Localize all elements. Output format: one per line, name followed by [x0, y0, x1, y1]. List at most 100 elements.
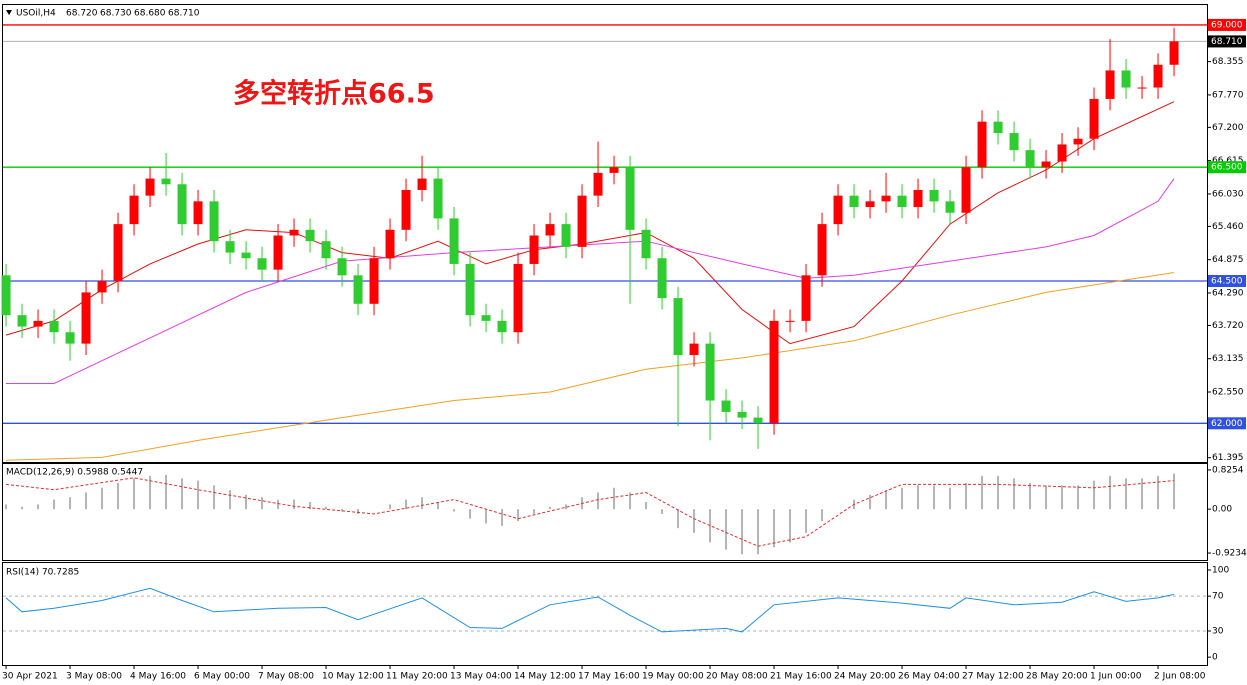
- candle-body: [865, 201, 875, 208]
- candle-body: [961, 167, 971, 213]
- y-tick-label: 0.8254: [1212, 465, 1244, 475]
- y-tick-label: 66.030: [1212, 189, 1244, 199]
- macd-bar: [613, 487, 616, 510]
- x-tick-label: 24 May 20:00: [834, 672, 896, 682]
- macd-bar: [1141, 478, 1144, 510]
- macd-bar: [181, 478, 184, 510]
- candle-body: [1121, 70, 1131, 88]
- macd-bar: [293, 499, 296, 510]
- candle-body: [929, 189, 939, 202]
- x-tick-label: 27 May 12:00: [962, 672, 1024, 682]
- macd-bar: [1045, 485, 1048, 510]
- macd-bar: [149, 475, 152, 510]
- candle-body: [433, 178, 443, 219]
- macd-bar: [469, 509, 472, 519]
- macd-bar: [1061, 485, 1064, 510]
- candle-body: [705, 343, 715, 401]
- macd-bar: [405, 499, 408, 510]
- x-tick-label: 20 May 08:00: [706, 672, 768, 682]
- macd-bar: [549, 506, 552, 510]
- x-tick-label: 4 May 16:00: [130, 672, 186, 682]
- macd-bar: [277, 499, 280, 510]
- candle-body: [801, 275, 811, 321]
- quote-value: 68.720: [66, 9, 98, 19]
- candle-body: [369, 258, 379, 304]
- macd-bar: [37, 504, 40, 510]
- y-tick-label: 30: [1212, 627, 1224, 637]
- candle-body: [465, 263, 475, 316]
- macd-bar: [789, 509, 792, 543]
- candle-body: [417, 178, 427, 190]
- candle-body: [673, 298, 683, 356]
- macd-bar: [517, 509, 520, 522]
- macd-bar: [981, 475, 984, 510]
- candle-body: [577, 195, 587, 247]
- candle-body: [737, 411, 747, 418]
- candle-body: [833, 195, 843, 225]
- moving-average: [6, 178, 1175, 384]
- macd-bar: [245, 494, 248, 510]
- macd-bar: [101, 487, 104, 510]
- candle-body: [81, 292, 91, 344]
- candle-body: [657, 258, 667, 299]
- macd-bar: [21, 506, 24, 510]
- candle-body: [1169, 41, 1179, 65]
- candle-body: [513, 263, 523, 333]
- x-tick-label: 7 May 08:00: [258, 672, 314, 682]
- candle-body: [129, 195, 139, 225]
- macd-bar: [1173, 473, 1176, 510]
- candle-body: [1089, 98, 1099, 139]
- macd-bar: [5, 504, 8, 510]
- y-tick-label: 100: [1212, 565, 1229, 575]
- candle-body: [177, 184, 187, 225]
- candle-body: [561, 224, 571, 247]
- macd-bar: [133, 478, 136, 510]
- macd-bar: [949, 487, 952, 510]
- candle-body: [545, 224, 555, 236]
- macd-bar: [965, 483, 968, 510]
- x-tick-label: 10 May 12:00: [322, 672, 384, 682]
- candle-body: [97, 281, 107, 293]
- y-tick-label: 67.200: [1212, 123, 1244, 133]
- macd-bar: [341, 509, 344, 512]
- y-tick-label: 66.615: [1212, 156, 1244, 166]
- candle-body: [1041, 161, 1051, 168]
- macd-bar: [117, 483, 120, 510]
- candle-body: [113, 224, 123, 282]
- macd-bar: [533, 509, 536, 514]
- main-panel: [2, 4, 1208, 463]
- candle-body: [145, 178, 155, 196]
- macd-bar: [725, 509, 728, 550]
- macd-bar: [1125, 478, 1128, 510]
- quote-value: 68.730: [100, 9, 132, 19]
- level-label-box: [1208, 417, 1246, 430]
- macd-bar: [309, 502, 312, 510]
- macd-bar: [917, 485, 920, 510]
- macd-bar: [805, 509, 808, 533]
- level-label: 66.500: [1211, 163, 1243, 173]
- candle-body: [897, 195, 907, 208]
- candle-body: [993, 121, 1003, 134]
- macd-bar: [1013, 478, 1016, 510]
- candle-body: [273, 235, 283, 270]
- macd-bar: [709, 509, 712, 543]
- y-tick-label: 63.135: [1212, 354, 1244, 364]
- y-tick-label: 64.875: [1212, 255, 1244, 265]
- level-label-box: [1208, 161, 1246, 174]
- macd-bar: [597, 492, 600, 510]
- x-tick-label: 11 May 20:00: [386, 672, 448, 682]
- macd-bar: [501, 509, 504, 526]
- macd-bar: [741, 509, 744, 555]
- quote-value: 68.710: [168, 9, 200, 19]
- candle-body: [193, 201, 203, 225]
- macd-bar: [389, 504, 392, 510]
- macd-bar: [1093, 480, 1096, 510]
- macd-bar: [197, 480, 200, 510]
- y-tick-label: -0.9234: [1212, 549, 1247, 559]
- macd-bar: [69, 497, 72, 510]
- macd-bar: [933, 485, 936, 510]
- candle-body: [257, 258, 267, 270]
- candle-body: [289, 229, 299, 236]
- menu-icon: [6, 10, 12, 15]
